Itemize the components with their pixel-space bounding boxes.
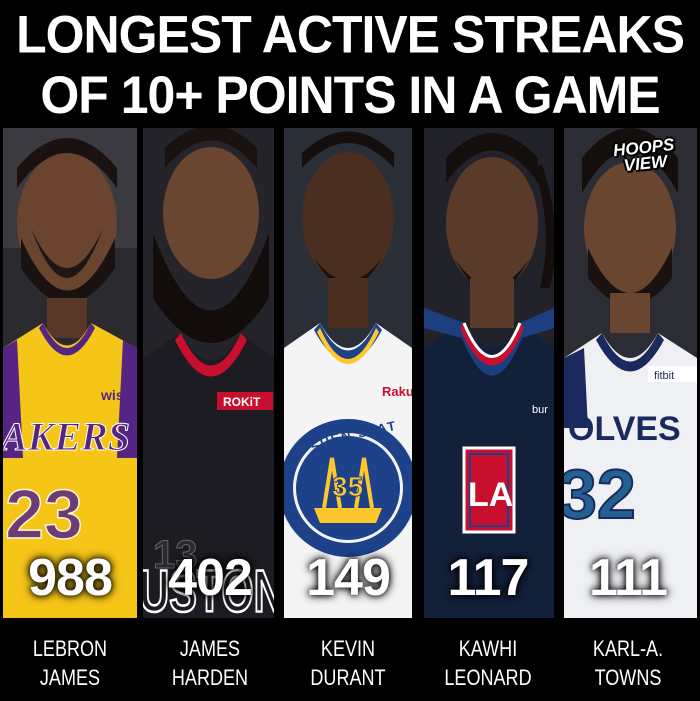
svg-text:32: 32: [564, 455, 636, 533]
hoops-view-logo: HOOPS VIEW: [602, 135, 688, 184]
svg-text:AKERS: AKERS: [3, 414, 130, 459]
streak-value-towns: 111: [588, 549, 668, 607]
player-panel-durant: Raku OLDEN STAT 35: [284, 128, 412, 618]
player-panel-lebron: wis AKERS 23: [3, 128, 137, 618]
player-last-name: HARDEN: [171, 665, 249, 690]
svg-text:fitbit: fitbit: [654, 370, 674, 382]
player-name-towns: KARL-A. TOWNS: [571, 634, 686, 692]
player-last-name: LEONARD: [444, 665, 532, 690]
player-name-durant: KEVIN DURANT: [291, 634, 406, 692]
player-first-name: KAWHI: [458, 636, 518, 661]
page-title: LONGEST ACTIVE STREAKS OF 10+ POINTS IN …: [0, 4, 700, 126]
streak-value-lebron: 988: [28, 549, 113, 607]
player-panel-leonard: bur LA: [424, 128, 554, 618]
player-first-name: JAMES: [179, 636, 241, 661]
svg-text:ROKiT: ROKiT: [223, 395, 261, 409]
streak-value-leonard: 117: [447, 549, 530, 607]
player-panel-towns: fitbit OLVES 32: [564, 128, 697, 618]
svg-text:LA: LA: [468, 476, 513, 514]
player-name-leonard: KAWHI LEONARD: [431, 634, 546, 692]
player-last-name: DURANT: [310, 665, 386, 690]
svg-text:OLVES: OLVES: [568, 410, 681, 448]
svg-text:23: 23: [5, 475, 83, 553]
player-name-lebron: LEBRON JAMES: [13, 634, 128, 692]
svg-text:Raku: Raku: [382, 384, 412, 399]
rockets-jersey-icon: ROKiT USTON 13: [143, 128, 274, 618]
title-line-1: LONGEST ACTIVE STREAKS: [16, 5, 685, 64]
player-first-name: KARL-A.: [592, 636, 664, 661]
svg-text:bur: bur: [532, 404, 548, 416]
svg-text:wis: wis: [100, 387, 124, 403]
player-first-name: LEBRON: [32, 636, 108, 661]
svg-text:35: 35: [332, 471, 363, 502]
streak-value-durant: 149: [306, 549, 391, 607]
svg-text:USTON: USTON: [143, 557, 274, 618]
warriors-jersey-icon: Raku OLDEN STAT 35: [284, 128, 412, 618]
svg-text:13: 13: [153, 533, 198, 577]
player-last-name: TOWNS: [594, 665, 662, 690]
player-name-harden: JAMES HARDEN: [153, 634, 268, 692]
title-line-2: OF 10+ POINTS IN A GAME: [40, 65, 660, 125]
streak-value-harden: 402: [168, 549, 253, 607]
player-first-name: KEVIN: [320, 636, 376, 661]
player-panel-harden: ROKiT USTON 13: [143, 128, 274, 618]
lakers-jersey-icon: wis AKERS 23: [3, 128, 137, 618]
wolves-jersey-icon: fitbit OLVES 32: [564, 128, 697, 618]
player-last-name: JAMES: [39, 665, 101, 690]
clippers-jersey-icon: bur LA: [424, 128, 554, 618]
player-panels: wis AKERS 23 ROKiT USTON 13: [0, 128, 700, 618]
